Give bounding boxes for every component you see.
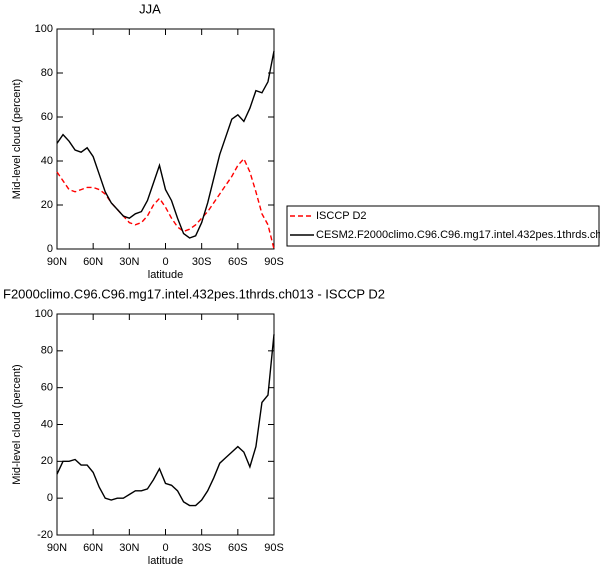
x-tick-label: 30S — [192, 256, 212, 268]
y-tick-label: 0 — [47, 492, 53, 504]
y-tick-label: 20 — [41, 199, 53, 211]
y-tick-label: 80 — [41, 345, 53, 357]
series-line — [56, 50, 275, 239]
x-tick-label: 60S — [228, 256, 248, 268]
y-tick-label: 60 — [41, 111, 53, 123]
y-tick-label: 100 — [35, 308, 53, 320]
x-tick-label: 30N — [119, 542, 139, 554]
x-axis-label: latitude — [148, 555, 183, 567]
chart-title: F2000climo.C96.C96.mg17.intel.432pes.1th… — [3, 286, 385, 301]
legend-label: ISCCP D2 — [316, 210, 367, 222]
y-tick-label: -20 — [37, 529, 53, 541]
x-axis-label: latitude — [148, 269, 183, 281]
legend-label: CESM2.F2000climo.C96.C96.mg17.intel.432p… — [316, 229, 600, 241]
y-tick-label: 0 — [47, 243, 53, 255]
x-tick-label: 90N — [47, 542, 67, 554]
x-tick-label: 90N — [47, 256, 67, 268]
x-tick-label: 30S — [192, 542, 212, 554]
y-tick-label: 80 — [41, 67, 53, 79]
plot-frame — [56, 313, 275, 536]
y-axis-label: Mid-level cloud (percent) — [11, 79, 23, 199]
y-tick-label: 100 — [35, 23, 53, 35]
y-tick-label: 20 — [41, 455, 53, 467]
x-tick-label: 90S — [264, 256, 284, 268]
y-tick-label: 40 — [41, 155, 53, 167]
legend-box — [286, 205, 600, 247]
y-tick-label: 60 — [41, 382, 53, 394]
series-line — [56, 157, 275, 250]
x-tick-label: 0 — [162, 256, 168, 268]
x-tick-label: 0 — [162, 542, 168, 554]
y-axis-label: Mid-level cloud (percent) — [11, 364, 23, 484]
y-tick-label: 40 — [41, 418, 53, 430]
x-tick-label: 30N — [119, 256, 139, 268]
plot-frame — [56, 28, 275, 250]
x-tick-label: 60S — [228, 542, 248, 554]
series-line — [56, 334, 275, 507]
x-tick-label: 90S — [264, 542, 284, 554]
x-tick-label: 60N — [83, 256, 103, 268]
chart-title: JJA — [139, 1, 161, 16]
x-tick-label: 60N — [83, 542, 103, 554]
